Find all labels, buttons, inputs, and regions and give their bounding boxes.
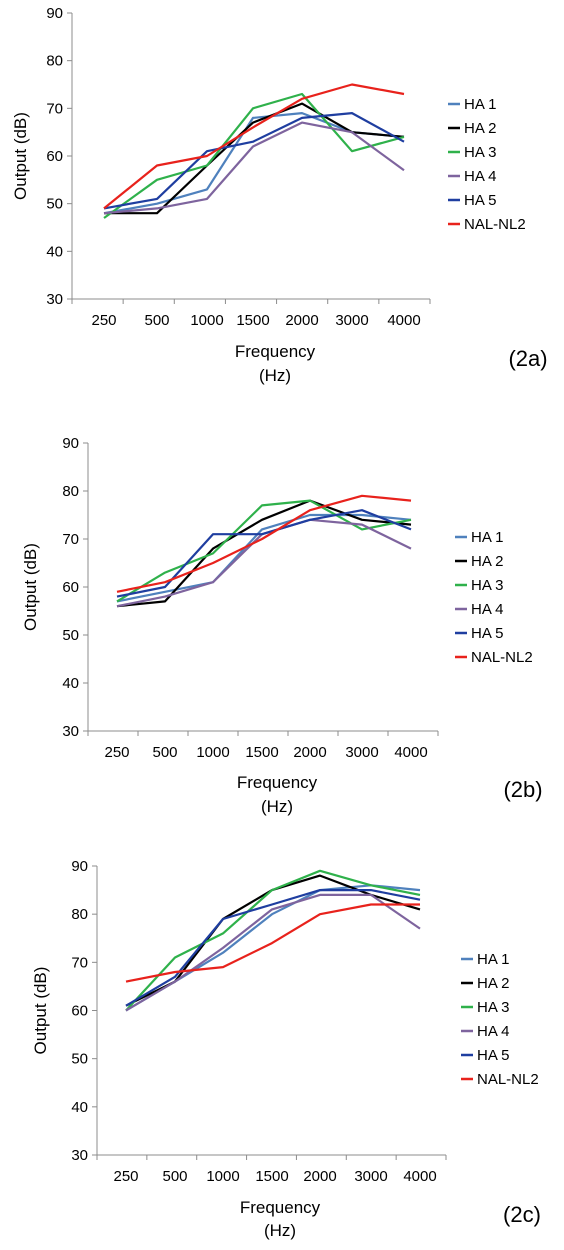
legend-label: HA 2 <box>464 120 497 137</box>
panel-label: (2a) <box>508 346 547 371</box>
y-tick-label: 70 <box>71 954 88 971</box>
y-tick-label: 30 <box>62 723 79 740</box>
y-tick-label: 90 <box>62 435 79 452</box>
y-tick-label: 40 <box>46 243 63 260</box>
x-axis-title-unit: (Hz) <box>259 366 291 385</box>
series-line-ha-3 <box>116 499 412 603</box>
series-line-ha-5 <box>103 111 405 210</box>
series-line-ha-2 <box>116 499 412 608</box>
legend-label: HA 2 <box>477 975 510 992</box>
y-tick-label: 60 <box>46 148 63 165</box>
x-tick-label: 1000 <box>190 312 223 329</box>
x-axis-title: Frequency <box>235 342 316 361</box>
series-line-ha-3 <box>125 869 421 1012</box>
x-axis-title-unit: (Hz) <box>264 1221 296 1240</box>
x-tick-label: 250 <box>104 744 129 761</box>
series-line-ha-4 <box>125 893 421 1012</box>
legend-label: HA 1 <box>477 951 510 968</box>
y-tick-label: 30 <box>71 1147 88 1164</box>
x-axis-title: Frequency <box>237 773 318 792</box>
y-tick-label: 40 <box>62 675 79 692</box>
series-line-ha-1 <box>103 111 405 215</box>
series-line-nal-nl2 <box>125 903 420 983</box>
y-tick-label: 60 <box>62 579 79 596</box>
y-tick-label: 70 <box>62 531 79 548</box>
legend-label: HA 1 <box>464 96 497 113</box>
y-tick-label: 50 <box>71 1051 88 1068</box>
y-axis-title: Output (dB) <box>31 967 50 1055</box>
legend-label: HA 4 <box>471 601 504 618</box>
series-line-nal-nl2 <box>103 83 405 210</box>
legend-label: NAL-NL2 <box>471 649 533 666</box>
y-tick-label: 50 <box>62 627 79 644</box>
legend-label: NAL-NL2 <box>477 1071 539 1088</box>
legend-label: NAL-NL2 <box>464 216 526 233</box>
legend-label: HA 1 <box>471 529 504 546</box>
x-tick-label: 500 <box>144 312 169 329</box>
y-tick-label: 80 <box>46 53 63 70</box>
x-tick-label: 4000 <box>403 1168 436 1185</box>
x-tick-label: 4000 <box>387 312 420 329</box>
y-tick-label: 90 <box>46 5 63 22</box>
series-line-ha-2 <box>125 874 421 1007</box>
legend-label: HA 3 <box>477 999 510 1016</box>
y-tick-label: 80 <box>62 483 79 500</box>
y-tick-label: 40 <box>71 1099 88 1116</box>
y-axis-title: Output (dB) <box>21 543 40 631</box>
y-axis-title: Output (dB) <box>11 112 30 200</box>
x-tick-label: 1000 <box>196 744 229 761</box>
legend-label: HA 3 <box>471 577 504 594</box>
x-tick-label: 4000 <box>394 744 427 761</box>
panel-label: (2b) <box>503 777 542 802</box>
panel-label: (2c) <box>503 1202 541 1227</box>
y-tick-label: 90 <box>71 858 88 875</box>
legend-label: HA 4 <box>464 168 497 185</box>
x-tick-label: 1500 <box>236 312 269 329</box>
series-line-ha-1 <box>116 513 412 603</box>
series-line-ha-3 <box>103 92 405 219</box>
x-tick-label: 500 <box>152 744 177 761</box>
legend-label: HA 4 <box>477 1023 510 1040</box>
x-tick-label: 2000 <box>293 744 326 761</box>
x-tick-label: 250 <box>113 1168 138 1185</box>
y-tick-label: 80 <box>71 906 88 923</box>
x-tick-label: 1500 <box>245 744 278 761</box>
x-tick-label: 1500 <box>255 1168 288 1185</box>
y-tick-label: 60 <box>71 1003 88 1020</box>
legend-label: HA 5 <box>464 192 497 209</box>
x-tick-label: 500 <box>162 1168 187 1185</box>
series-line-ha-5 <box>116 509 412 598</box>
series-line-ha-2 <box>104 102 405 215</box>
x-tick-label: 2000 <box>285 312 318 329</box>
y-tick-label: 50 <box>46 196 63 213</box>
legend-label: HA 5 <box>471 625 504 642</box>
y-tick-label: 70 <box>46 100 63 117</box>
chart-panel-3: 30 40 50 60 70 80 90 250 500 1000 1500 2000 3000 4000… <box>31 858 541 1240</box>
x-axis-title-unit: (Hz) <box>261 797 293 816</box>
legend-label: HA 3 <box>464 144 497 161</box>
chart-panel-1: 30 40 50 60 70 80 90 250 500 1000 1500 2000 3000 4000… <box>11 5 548 385</box>
series-line-nal-nl2 <box>116 494 412 593</box>
y-tick-label: 30 <box>46 291 63 308</box>
x-tick-label: 1000 <box>206 1168 239 1185</box>
legend-label: HA 5 <box>477 1047 510 1064</box>
series-line-ha-5 <box>125 888 421 1007</box>
x-tick-label: 3000 <box>345 744 378 761</box>
x-axis-title: Frequency <box>240 1198 321 1217</box>
chart-panel-2: 30 40 50 60 70 80 90 250 500 1000 1500 2000 3000 4000… <box>21 435 543 816</box>
x-tick-label: 3000 <box>354 1168 387 1185</box>
x-tick-label: 3000 <box>335 312 368 329</box>
series-line-ha-4 <box>103 121 405 215</box>
x-tick-label: 250 <box>91 312 116 329</box>
legend-label: HA 2 <box>471 553 504 570</box>
x-tick-label: 2000 <box>303 1168 336 1185</box>
